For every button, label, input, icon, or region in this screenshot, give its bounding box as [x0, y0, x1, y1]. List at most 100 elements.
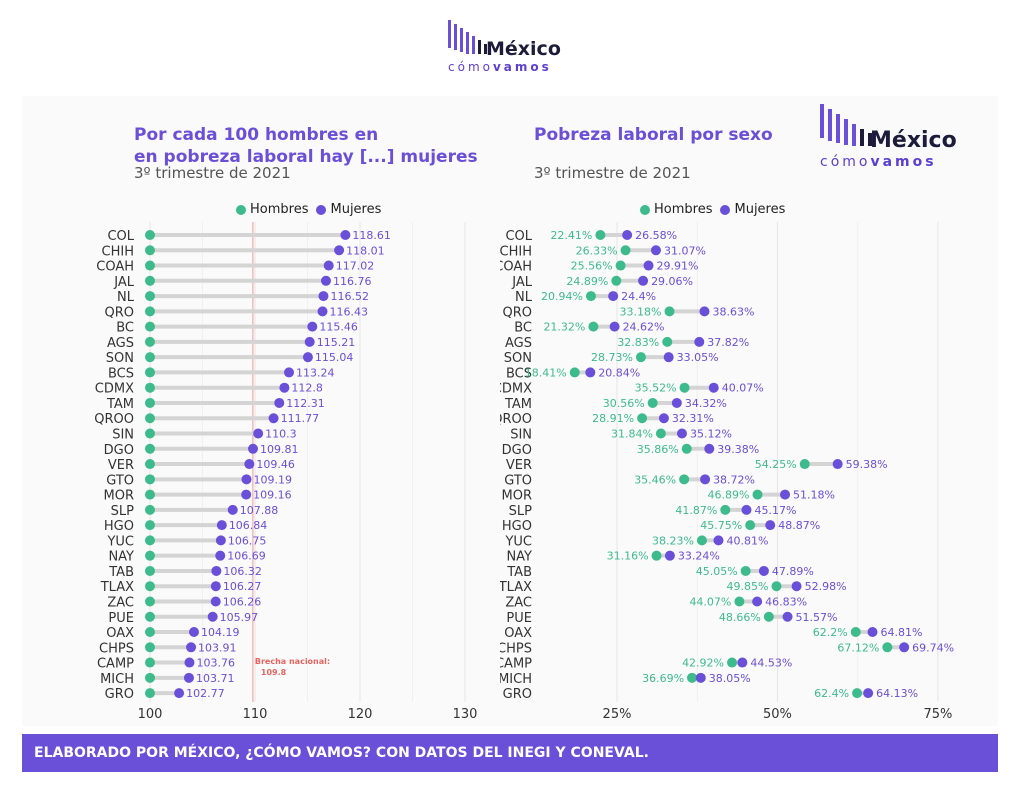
hombres-dot-icon	[640, 204, 650, 215]
state-label: NL	[117, 290, 135, 305]
hombres-point	[145, 489, 155, 500]
mujeres-value-label: 39.38%	[717, 443, 759, 456]
mujeres-point	[741, 504, 752, 515]
mujeres-value-label: 20.84%	[598, 366, 640, 379]
state-label: TLAX	[100, 580, 134, 595]
mujeres-point	[671, 397, 682, 408]
x-tick-label: 75%	[923, 707, 952, 722]
state-label: CHPS	[99, 641, 134, 656]
logo-brand: México	[870, 128, 957, 153]
mujeres-point	[752, 596, 763, 607]
mujeres-point	[334, 245, 345, 256]
mujeres-value-label: 69.74%	[912, 641, 954, 654]
state-label: GTO	[504, 473, 532, 488]
mujeres-value-label: 26.58%	[635, 229, 677, 242]
hombres-point	[637, 413, 648, 424]
logo-tagline: cómovamos	[448, 60, 552, 74]
hombres-value-label: 45.05%	[696, 565, 738, 578]
hombres-point	[734, 596, 745, 607]
mujeres-value-label: 106.26	[223, 595, 261, 608]
mujeres-value-label: 59.38%	[846, 458, 888, 471]
mujeres-point	[664, 550, 675, 561]
state-label: COAH	[500, 260, 532, 275]
mujeres-point	[791, 581, 802, 592]
right-dumbbell-chart: COL 22.41% 26.58% CHIH 26.33% 31.07% COAH 25.56…	[500, 222, 954, 722]
mujeres-value-label: 52.98%	[805, 580, 847, 593]
mujeres-value-label: 38.72%	[713, 473, 755, 486]
hombres-point	[145, 291, 155, 302]
mujeres-point	[244, 459, 255, 470]
state-label: SON	[504, 351, 532, 366]
logo-tagline: cómovamos	[820, 154, 937, 170]
hombres-point	[679, 474, 690, 485]
mujeres-point	[307, 321, 318, 332]
mujeres-point	[241, 474, 252, 485]
content-panel	[22, 96, 998, 726]
mujeres-point	[183, 672, 194, 683]
mujeres-value-label: 51.57%	[796, 611, 838, 624]
mujeres-point	[699, 306, 710, 317]
hombres-point	[145, 459, 155, 470]
mujeres-value-label: 109.81	[260, 443, 299, 456]
legend-item-mujeres: Mujeres	[316, 202, 381, 217]
hombres-point	[595, 230, 606, 240]
hombres-point	[145, 260, 155, 271]
state-label: YUC	[504, 534, 532, 549]
mujeres-point	[248, 443, 259, 454]
mujeres-value-label: 113.24	[296, 366, 335, 379]
mujeres-value-label: 48.87%	[778, 519, 820, 532]
hombres-point	[799, 459, 810, 470]
state-label: COAH	[96, 260, 134, 275]
mujeres-value-label: 115.04	[315, 351, 354, 364]
hombres-value-label: 18.41%	[525, 366, 567, 379]
mujeres-value-label: 45.17%	[754, 504, 796, 517]
mujeres-value-label: 104.19	[201, 626, 240, 639]
state-label: BCS	[108, 366, 134, 381]
state-label: VER	[108, 458, 134, 473]
hombres-point	[687, 672, 698, 683]
mujeres-point	[832, 459, 843, 470]
hombres-point	[145, 306, 155, 317]
state-label: BC	[116, 321, 134, 336]
mujeres-point	[780, 489, 791, 500]
hombres-value-label: 30.56%	[603, 397, 645, 410]
x-tick-label: 110	[243, 707, 268, 722]
mujeres-value-label: 112.8	[291, 382, 323, 395]
hombres-point	[620, 245, 631, 256]
mujeres-point	[302, 352, 313, 363]
mujeres-point	[186, 642, 197, 653]
mujeres-point	[585, 367, 596, 378]
mujeres-value-label: 47.89%	[772, 565, 814, 578]
mujeres-value-label: 24.62%	[623, 321, 665, 334]
mujeres-value-label: 34.32%	[685, 397, 727, 410]
mujeres-point	[782, 611, 793, 622]
state-label: QROO	[94, 412, 134, 427]
state-label: TAB	[108, 565, 134, 580]
logo-bars-icon	[820, 104, 872, 146]
mujeres-value-label: 109.16	[253, 489, 292, 502]
state-label: QROO	[500, 412, 532, 427]
state-label: SON	[106, 351, 134, 366]
hombres-point	[145, 550, 155, 561]
mujeres-point	[704, 443, 715, 454]
hombres-point	[145, 535, 155, 546]
hombres-point	[145, 382, 155, 393]
mujeres-point	[658, 413, 669, 424]
hombres-point	[145, 443, 155, 454]
hombres-point	[145, 642, 155, 653]
hombres-point	[740, 565, 751, 576]
hombres-point	[145, 581, 155, 592]
state-label: TLAX	[500, 580, 532, 595]
mujeres-value-label: 29.06%	[651, 275, 693, 288]
hombres-point	[145, 413, 155, 424]
state-label: HGO	[502, 519, 532, 534]
mujeres-value-label: 117.02	[336, 260, 375, 273]
mujeres-value-label: 115.46	[319, 321, 358, 334]
mujeres-value-label: 31.07%	[664, 244, 706, 257]
hombres-value-label: 32.83%	[617, 336, 659, 349]
mujeres-point	[737, 657, 748, 668]
state-label: NAY	[108, 550, 134, 565]
mujeres-point	[274, 397, 285, 408]
mujeres-value-label: 109.19	[253, 473, 292, 486]
state-label: GTO	[106, 473, 134, 488]
